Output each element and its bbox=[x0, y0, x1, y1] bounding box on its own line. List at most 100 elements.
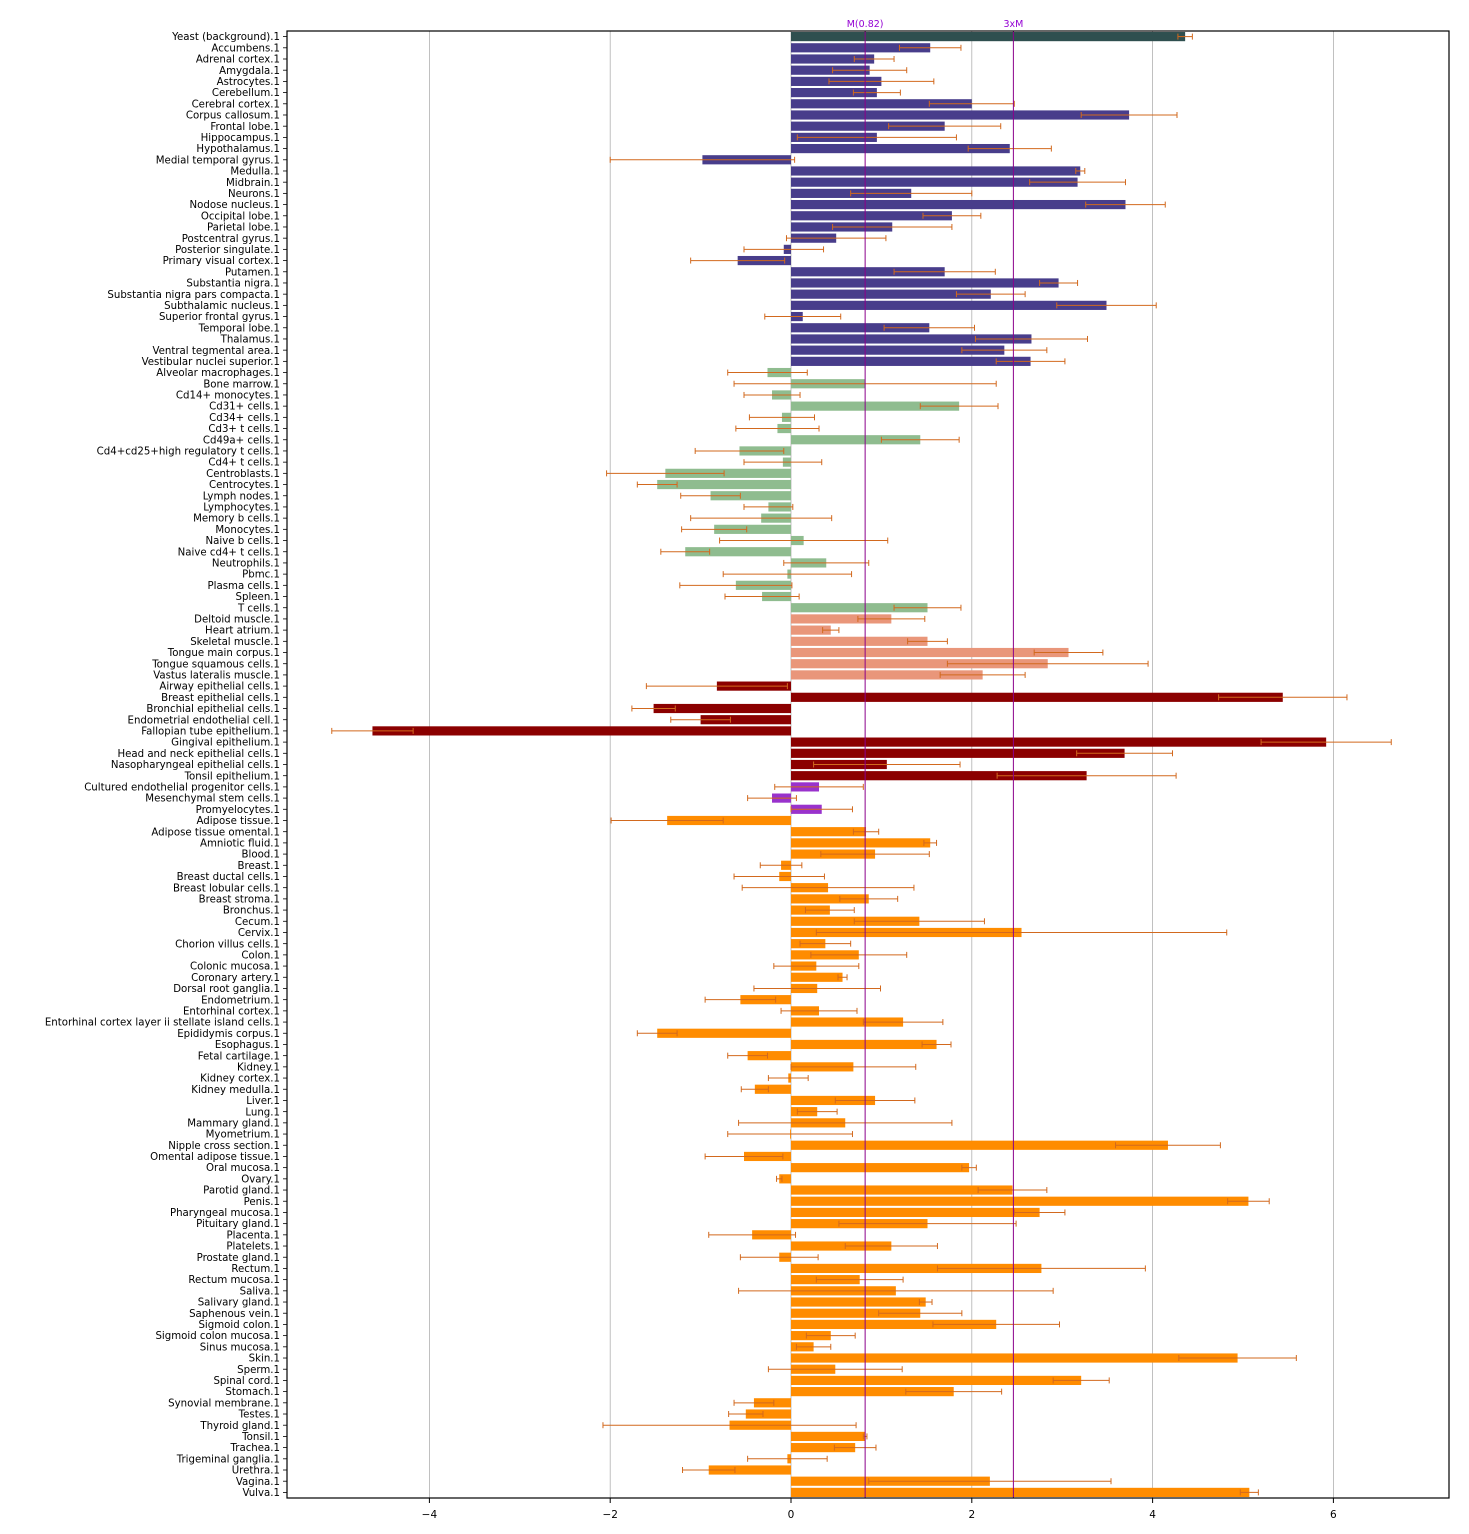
category-label: Centrocytes.1 bbox=[209, 480, 280, 491]
category-label: Cd31+ cells.1 bbox=[209, 402, 280, 413]
bar bbox=[791, 1297, 926, 1307]
category-label: Breast.1 bbox=[238, 861, 281, 872]
category-label: Vastus lateralis muscle.1 bbox=[153, 671, 280, 682]
bar bbox=[791, 737, 1327, 747]
category-label: Colonic mucosa.1 bbox=[190, 962, 280, 973]
category-label: Cerebral cortex.1 bbox=[192, 99, 280, 110]
bar bbox=[791, 435, 921, 445]
category-label: Endometrial endothelial cell.1 bbox=[128, 715, 280, 726]
category-label: Trachea.1 bbox=[230, 1443, 280, 1454]
error-bars bbox=[331, 33, 1392, 1496]
category-label: Epididymis corpus.1 bbox=[177, 1029, 280, 1040]
bar bbox=[754, 1084, 791, 1094]
category-label: Trigeminal ganglia.1 bbox=[176, 1454, 280, 1465]
category-label: Chorion villus cells.1 bbox=[175, 939, 280, 950]
category-label: Breast epithelial cells.1 bbox=[161, 693, 280, 704]
bar bbox=[791, 838, 931, 848]
category-label: Sperm.1 bbox=[237, 1365, 280, 1376]
bar bbox=[791, 1185, 1013, 1195]
bar bbox=[791, 334, 1032, 344]
bar bbox=[791, 54, 875, 64]
category-label: Tongue squamous cells.1 bbox=[151, 659, 280, 670]
category-label: Saphenous vein.1 bbox=[189, 1309, 280, 1320]
bar bbox=[372, 726, 791, 736]
reference-line-label: M(0.82) bbox=[847, 19, 884, 30]
bar bbox=[791, 99, 972, 109]
category-label: Penis.1 bbox=[244, 1197, 280, 1208]
bar bbox=[665, 468, 791, 478]
bar bbox=[791, 211, 952, 221]
category-label: Tongue main corpus.1 bbox=[167, 648, 280, 659]
category-label: Liver.1 bbox=[246, 1096, 280, 1107]
category-label: Blood.1 bbox=[242, 850, 280, 861]
category-label: Entorhinal cortex.1 bbox=[183, 1006, 280, 1017]
category-label: Gingival epithelium.1 bbox=[171, 738, 280, 749]
x-tick-label: 2 bbox=[968, 1509, 975, 1521]
category-label: Putamen.1 bbox=[225, 267, 280, 278]
category-label: Cd4+cd25+high regulatory t cells.1 bbox=[97, 447, 280, 458]
bar bbox=[791, 771, 1087, 781]
bar bbox=[791, 177, 1078, 187]
category-label: Subthalamic nucleus.1 bbox=[164, 301, 280, 312]
category-label: Substantia nigra pars compacta.1 bbox=[107, 290, 280, 301]
bar bbox=[791, 625, 831, 635]
category-label: Sigmoid colon mucosa.1 bbox=[155, 1331, 280, 1342]
category-label: Endometrium.1 bbox=[201, 995, 280, 1006]
category-label: Cd3+ t cells.1 bbox=[208, 424, 280, 435]
bar bbox=[653, 703, 791, 714]
category-label: Rectum.1 bbox=[231, 1264, 280, 1275]
category-label: Esophagus.1 bbox=[215, 1040, 280, 1051]
category-label: Ovary.1 bbox=[241, 1174, 280, 1185]
category-label: Postcentral gyrus.1 bbox=[182, 234, 280, 245]
category-label: Ventral tegmental area.1 bbox=[152, 346, 280, 357]
category-label: Nipple cross section.1 bbox=[168, 1141, 280, 1152]
category-label: Omental adipose tissue.1 bbox=[150, 1152, 280, 1163]
bar bbox=[708, 1465, 791, 1475]
category-label: Kidney cortex.1 bbox=[200, 1074, 280, 1085]
category-label: Vestibular nuclei superior.1 bbox=[142, 357, 280, 368]
category-label: Testes.1 bbox=[238, 1410, 280, 1421]
bar bbox=[657, 1028, 791, 1038]
category-label: Naive cd4+ t cells.1 bbox=[178, 547, 280, 558]
category-label: Occipital lobe.1 bbox=[201, 211, 280, 222]
category-label: Cecum.1 bbox=[235, 917, 280, 928]
category-label: Vagina.1 bbox=[236, 1477, 280, 1488]
bar bbox=[685, 547, 791, 557]
bar bbox=[791, 1039, 937, 1050]
bar bbox=[791, 1319, 997, 1330]
x-tick-label: 4 bbox=[1149, 1509, 1156, 1521]
category-label: Adipose tissue.1 bbox=[197, 816, 281, 827]
bar bbox=[791, 1443, 856, 1453]
category-label: Deltoid muscle.1 bbox=[194, 615, 280, 626]
bar bbox=[791, 267, 945, 277]
category-label: Placenta.1 bbox=[227, 1230, 281, 1241]
category-label: Breast stroma.1 bbox=[199, 894, 280, 905]
category-label: T cells.1 bbox=[237, 603, 280, 614]
category-label: Centroblasts.1 bbox=[206, 469, 280, 480]
bar bbox=[791, 692, 1283, 702]
category-label: Substantia nigra.1 bbox=[186, 279, 280, 290]
bar bbox=[747, 1051, 791, 1061]
bar bbox=[791, 32, 1186, 42]
category-label: Cd34+ cells.1 bbox=[209, 413, 280, 424]
bar bbox=[791, 356, 1031, 366]
reference-lines: M(0.82) 3xM bbox=[847, 19, 1023, 1498]
category-label: Breast ductal cells.1 bbox=[177, 872, 280, 883]
category-label: Tonsil.1 bbox=[241, 1432, 280, 1443]
category-label: Superior frontal gyrus.1 bbox=[159, 312, 280, 323]
bar bbox=[791, 647, 1069, 658]
category-label: Platelets.1 bbox=[226, 1242, 280, 1253]
bar bbox=[791, 1308, 921, 1318]
category-label: Spleen.1 bbox=[236, 592, 280, 603]
category-label: Adrenal cortex.1 bbox=[196, 55, 280, 66]
bar bbox=[791, 1207, 1040, 1218]
bar bbox=[791, 614, 892, 624]
bar bbox=[791, 43, 931, 53]
bar bbox=[791, 65, 870, 75]
bar bbox=[779, 1174, 791, 1184]
bar bbox=[667, 815, 791, 826]
category-label: Thalamus.1 bbox=[220, 335, 280, 346]
category-label: Kidney.1 bbox=[237, 1062, 280, 1073]
bar bbox=[791, 1387, 954, 1397]
